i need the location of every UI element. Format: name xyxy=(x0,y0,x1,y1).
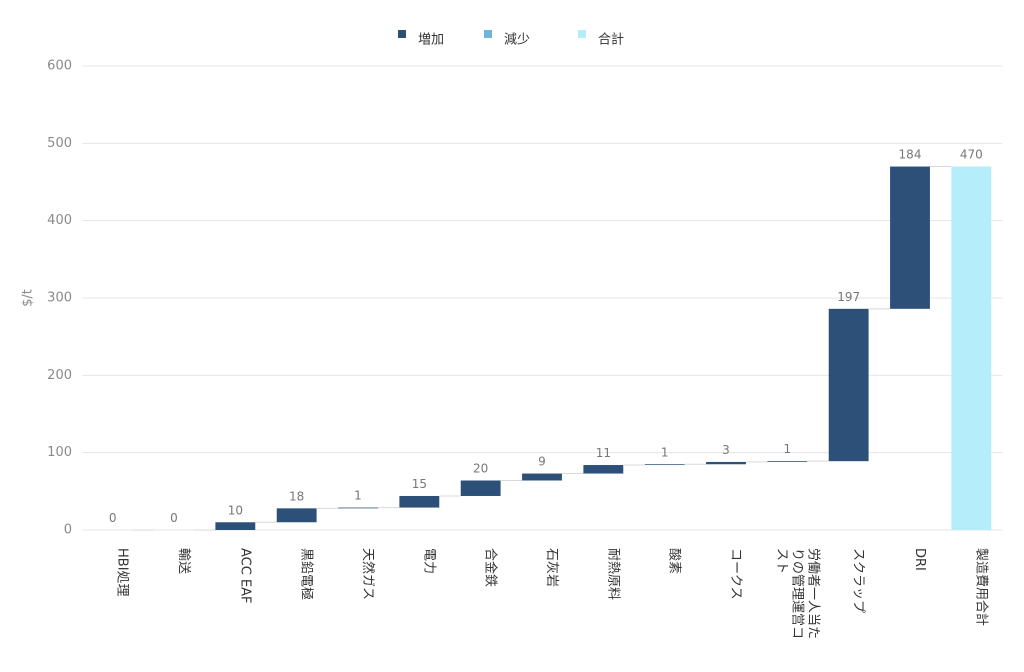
value-label: 10 xyxy=(228,503,243,517)
legend-swatch xyxy=(578,30,586,38)
y-axis-label: $/t xyxy=(21,289,36,307)
value-label: 18 xyxy=(289,489,304,503)
x-tick-label-line: 労働者一人当た xyxy=(805,548,820,639)
bar xyxy=(522,473,562,481)
value-label: 470 xyxy=(960,148,983,162)
x-tick-label: 耐熱原料 xyxy=(605,548,620,600)
bar xyxy=(338,507,378,509)
x-tick-label: 電力 xyxy=(421,548,436,574)
y-tick-label: 100 xyxy=(47,445,72,460)
value-label: 197 xyxy=(837,290,860,304)
value-label: 9 xyxy=(538,455,546,469)
x-tick-label-line: スト xyxy=(774,548,789,574)
x-tick-label: 黒鉛電極 xyxy=(299,548,315,600)
x-tick-label-line: りの管理運営コ xyxy=(790,548,805,639)
value-label: 184 xyxy=(899,148,922,162)
value-label: 20 xyxy=(473,462,488,476)
y-tick-label: 0 xyxy=(64,523,72,538)
y-tick-label: 200 xyxy=(47,368,72,383)
legend-label: 減少 xyxy=(504,32,530,48)
value-label: 0 xyxy=(109,511,117,525)
bar xyxy=(215,522,256,530)
legend-swatch xyxy=(398,30,406,38)
y-tick-label: 400 xyxy=(47,213,72,228)
x-tick-label: コークス xyxy=(728,548,743,600)
x-tick-label: 合金鉄 xyxy=(483,548,499,587)
value-label: 15 xyxy=(412,477,427,491)
x-tick-label: 労働者一人当たりの管理運営コスト xyxy=(774,548,820,639)
value-label: 11 xyxy=(596,446,611,460)
bar xyxy=(951,166,992,531)
x-tick-label: DRI xyxy=(912,548,927,571)
bar xyxy=(706,461,746,465)
y-tick-label: 500 xyxy=(47,136,72,151)
legend-swatch xyxy=(484,30,492,38)
y-tick-label: 600 xyxy=(47,59,72,74)
x-tick-label: 製造費用合計 xyxy=(973,548,989,626)
x-tick-label: 輸送 xyxy=(176,548,191,574)
x-tick-label: 酸素 xyxy=(667,548,682,574)
x-tick-label: 石灰岩 xyxy=(544,548,559,587)
bar xyxy=(767,461,808,462)
y-tick-label: 300 xyxy=(47,291,72,306)
bar xyxy=(583,465,624,474)
x-tick-label: HBI処理 xyxy=(115,548,130,597)
value-label: 1 xyxy=(784,442,792,456)
x-tick-label: スクラップ xyxy=(851,548,866,613)
bar xyxy=(828,308,869,462)
x-tick-label: 天然ガス xyxy=(360,548,376,600)
value-label: 1 xyxy=(661,445,669,459)
bar xyxy=(890,166,930,309)
value-label: 0 xyxy=(170,511,178,525)
value-label: 1 xyxy=(354,489,362,503)
bar xyxy=(276,508,317,523)
bar xyxy=(460,480,501,496)
legend-label: 合計 xyxy=(598,32,624,48)
bar xyxy=(644,464,685,466)
x-tick-label: ACC EAF xyxy=(237,548,252,604)
value-label: 3 xyxy=(722,443,730,457)
legend-label: 増加 xyxy=(418,33,444,48)
bar xyxy=(399,495,440,508)
